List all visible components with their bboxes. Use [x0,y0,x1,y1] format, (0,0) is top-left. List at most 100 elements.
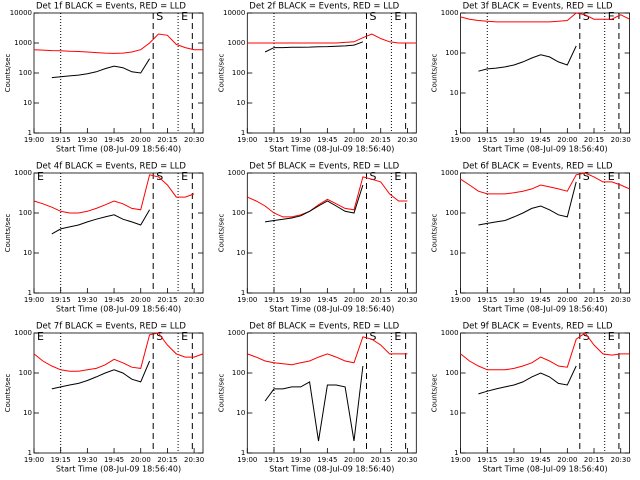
y-tick-label: 1000 [227,329,245,337]
x-axis-label: Start Time (08-Jul-09 18:56:40) [483,465,608,474]
plot-frame [460,332,631,454]
x-tick-label: 19:45 [104,136,124,144]
annotation: S [583,10,590,23]
chart-title: Det 4f BLACK = Events, RED = LLD [36,162,186,172]
x-tick-label: 20:00 [344,296,364,304]
y-axis-label: Counts/sec [431,374,439,413]
x-tick-label: 20:15 [157,456,177,464]
y-tick-label: 100 [19,209,32,217]
y-tick-label: 10 [450,409,459,417]
x-tick-label: 20:00 [131,296,151,304]
x-axis-label: Start Time (08-Jul-09 18:56:40) [483,145,608,154]
x-tick-label: 19:45 [531,456,551,464]
y-tick-label: 100 [232,369,245,377]
x-tick-label: 19:45 [531,136,551,144]
annotation: E [608,330,615,343]
y-tick-label: 1000 [14,329,32,337]
x-tick-label: 19:45 [104,456,124,464]
x-tick-label: 19:15 [477,456,497,464]
x-tick-label: 19:45 [317,136,337,144]
annotation: E [37,330,44,343]
plot-frame [460,172,631,294]
annotation: E [37,170,44,183]
y-axis-label: Counts/sec [217,374,225,413]
y-tick-label: 10000 [223,9,245,17]
x-tick-label: 20:00 [131,136,151,144]
x-tick-label: 19:45 [317,296,337,304]
series-line [478,181,577,226]
y-axis-label: Counts/sec [431,214,439,253]
y-tick-label: 100 [232,69,245,77]
x-tick-label: 20:30 [397,136,417,144]
annotation: S [156,170,163,183]
y-tick-label: 1000 [441,329,459,337]
annotation: E [181,330,188,343]
x-tick-label: 19:15 [51,456,71,464]
y-tick-label: 100 [445,369,458,377]
y-tick-label: 1000 [14,169,32,177]
series-line [478,45,577,72]
series-line [33,332,204,372]
x-tick-label: 20:30 [184,136,204,144]
series-line [264,41,364,53]
x-tick-label: 20:15 [371,296,391,304]
annotation: E [394,170,401,183]
annotation: E [394,10,401,23]
x-tick-label: 20:15 [157,136,177,144]
x-tick-label: 20:15 [584,136,604,144]
x-tick-label: 20:30 [611,456,631,464]
chart-title: Det 6f BLACK = Events, RED = LLD [463,162,613,172]
x-axis-label: Start Time (08-Jul-09 18:56:40) [269,145,394,154]
series-line [460,172,630,195]
series-line [33,174,195,214]
y-tick-label: 10 [23,409,32,417]
series-line [247,336,408,366]
x-tick-label: 20:15 [584,296,604,304]
series-line [247,176,408,218]
y-tick-label: 10 [236,409,245,417]
plot-frame [33,332,204,454]
y-tick-label: 10 [236,249,245,257]
y-tick-label: 10 [23,99,32,107]
x-tick-label: 19:15 [51,296,71,304]
y-tick-label: 1 [28,449,32,457]
series-line [264,365,364,442]
annotation: E [394,330,401,343]
chart-title: Det 2f BLACK = Events, RED = LLD [249,2,399,12]
x-tick-label: 19:30 [504,456,524,464]
x-tick-label: 20:30 [184,456,204,464]
chart-title: Det 8f BLACK = Events, RED = LLD [249,322,399,332]
plot-frame [33,172,204,294]
series-line [51,360,151,390]
x-tick-label: 19:15 [264,456,284,464]
x-axis-label: Start Time (08-Jul-09 18:56:40) [483,305,608,314]
x-tick-label: 19:30 [77,456,97,464]
y-tick-label: 1 [454,449,458,457]
x-tick-label: 19:00 [24,136,44,144]
x-tick-label: 20:00 [344,456,364,464]
x-axis-label: Start Time (08-Jul-09 18:56:40) [269,465,394,474]
x-tick-label: 20:15 [157,296,177,304]
y-tick-label: 100 [445,49,458,57]
annotation: E [181,170,188,183]
annotation: S [156,330,163,343]
plot-frame [246,332,417,454]
x-tick-label: 19:45 [104,296,124,304]
y-tick-label: 1000 [14,39,32,47]
annotation: S [369,170,376,183]
x-tick-label: 20:00 [557,456,577,464]
series-line [265,184,364,223]
x-tick-label: 20:30 [611,296,631,304]
x-tick-label: 20:30 [397,456,417,464]
y-tick-label: 1000 [441,9,459,17]
annotation: S [583,330,590,343]
chart-title: Det 9f BLACK = Events, RED = LLD [463,322,613,332]
y-tick-label: 1 [241,449,245,457]
x-tick-label: 20:15 [371,136,391,144]
series-line [460,12,630,23]
annotation: S [583,170,590,183]
x-tick-label: 19:00 [451,296,471,304]
x-tick-label: 19:30 [504,136,524,144]
y-tick-label: 10 [236,99,245,107]
